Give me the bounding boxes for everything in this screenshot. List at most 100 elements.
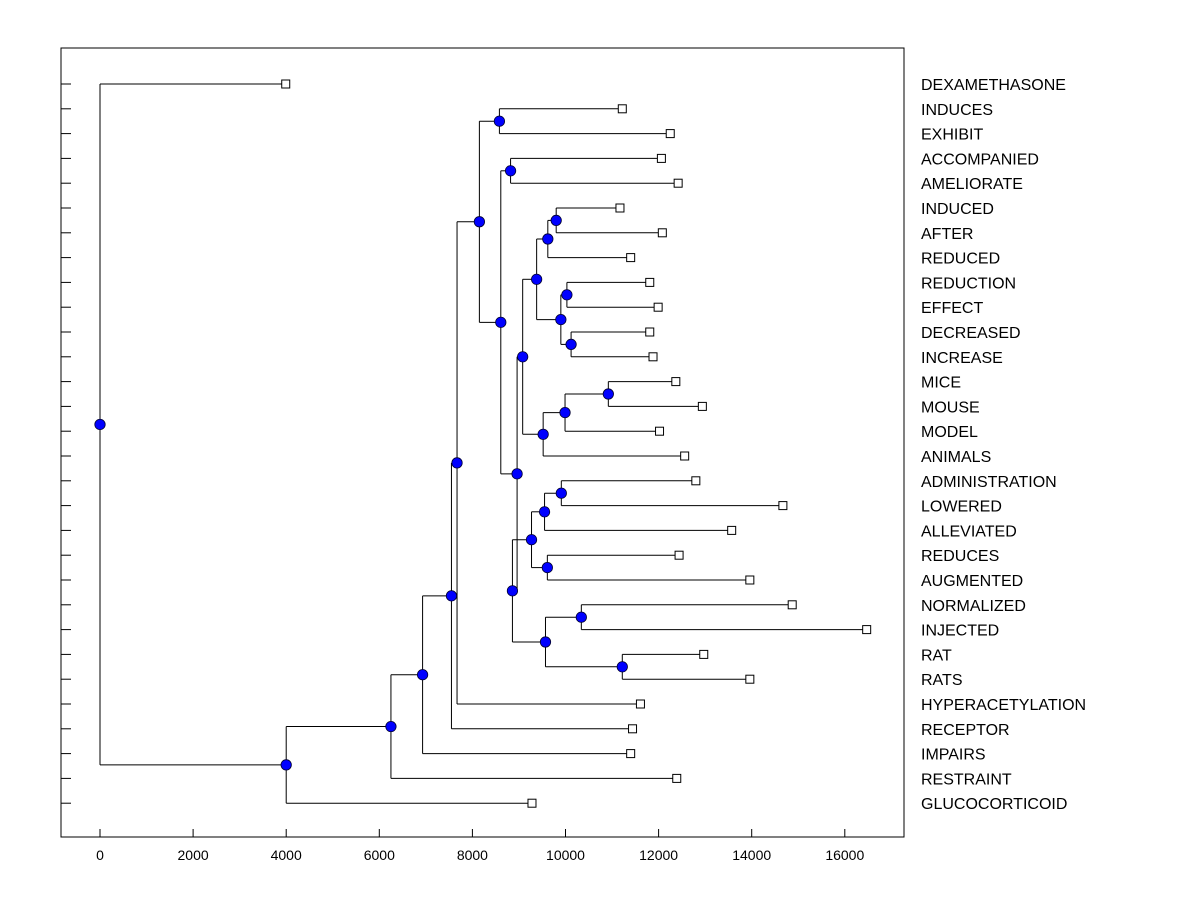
leaf-marker <box>656 153 666 163</box>
merge-node <box>493 115 505 127</box>
links-layer <box>99 83 867 804</box>
leaf-marker <box>680 451 690 461</box>
x-tick-label: 0 <box>96 847 104 863</box>
leaf-marker <box>778 501 788 511</box>
merge-node <box>525 534 538 546</box>
merge-node <box>495 316 507 328</box>
leaf-marker <box>645 327 655 337</box>
leaf-marker <box>862 625 872 635</box>
leaf-label: MOUSE <box>921 399 980 416</box>
leaf-label: RECEPTOR <box>921 722 1010 739</box>
leaf-label: REDUCTION <box>921 275 1016 292</box>
leaf-marker <box>626 253 636 263</box>
leaf-label: RESTRAINT <box>921 771 1012 788</box>
leaf-marker <box>699 649 709 659</box>
leaf-marker <box>665 129 675 139</box>
merge-node <box>539 636 552 648</box>
merge-node <box>504 165 517 177</box>
leaf-labels-layer: DEXAMETHASONE INDUCES EXHIBIT ACCOMPANIED AM… <box>921 77 1086 813</box>
merge-node <box>555 313 567 326</box>
leaf-label: REDUCES <box>921 548 999 565</box>
merge-node <box>542 233 554 245</box>
merge-node <box>550 214 562 226</box>
x-tick-label: 4000 <box>271 847 302 863</box>
leaf-label: AUGMENTED <box>921 573 1023 590</box>
leaf-label: DEXAMETHASONE <box>921 77 1066 94</box>
leaf-marker <box>617 104 627 114</box>
leaf-marker <box>691 476 701 486</box>
x-tick-label: 12000 <box>639 847 678 863</box>
leaf-label: INJECTED <box>921 623 999 640</box>
merge-node <box>561 289 573 301</box>
x-tick-label: 16000 <box>825 847 864 863</box>
merge-node <box>531 273 543 285</box>
leaf-label: INDUCES <box>921 102 993 119</box>
merge-node <box>280 759 292 771</box>
leaf-label: ACCOMPANIED <box>921 151 1039 168</box>
leaf-marker <box>527 798 537 808</box>
leaf-marker <box>635 699 645 709</box>
merge-node <box>473 216 485 228</box>
leaf-label: DECREASED <box>921 325 1021 342</box>
x-tick-label: 14000 <box>732 847 771 863</box>
merge-node <box>385 720 397 733</box>
leaf-marker <box>673 178 683 188</box>
leaf-marker <box>648 352 658 362</box>
merge-node <box>565 338 577 350</box>
leaf-marker <box>727 525 737 535</box>
x-tick-label: 2000 <box>178 847 209 863</box>
leaf-label: MICE <box>921 375 961 392</box>
leaf-marker <box>615 203 625 213</box>
leaf-label: EFFECT <box>921 300 983 317</box>
merge-node <box>537 428 549 440</box>
leaf-label: AFTER <box>921 226 973 243</box>
leaf-marker <box>672 773 682 783</box>
merge-node <box>541 561 553 574</box>
leaf-marker <box>626 749 636 759</box>
leaf-label: ALLEVIATED <box>921 523 1017 540</box>
leaf-marker <box>645 277 655 287</box>
leaf-marker <box>628 724 638 734</box>
leaf-marker <box>657 228 667 238</box>
merge-node <box>445 590 458 602</box>
leaf-marker <box>674 550 684 560</box>
y-ticks-layer <box>61 83 71 804</box>
merge-node <box>555 487 567 499</box>
leaf-label: INDUCED <box>921 201 994 218</box>
leaf-label: GLUCOCORTICOID <box>921 796 1067 813</box>
x-tick-label: 10000 <box>546 847 585 863</box>
leaf-marker <box>745 575 755 585</box>
leaf-label: IMPAIRS <box>921 747 986 764</box>
merge-node <box>94 418 106 431</box>
merge-node <box>559 406 571 419</box>
leaf-label: ADMINISTRATION <box>921 474 1057 491</box>
merge-node <box>451 457 463 469</box>
x-tick-label: 8000 <box>457 847 488 863</box>
leaf-label: NORMALIZED <box>921 598 1026 615</box>
merge-node <box>517 351 529 363</box>
leaf-label: EXHIBIT <box>921 127 983 144</box>
leaf-marker <box>281 79 291 89</box>
leaf-marker <box>655 426 665 436</box>
x-axis: 0 2000 4000 6000 8000 10000 12000 14000 16000 <box>96 829 864 863</box>
leaf-marker <box>697 401 707 411</box>
leaf-marker <box>653 302 663 312</box>
leaf-label: RATS <box>921 672 962 689</box>
merge-node <box>602 388 614 400</box>
leaf-label: REDUCED <box>921 251 1000 268</box>
leaf-marker <box>787 600 797 610</box>
leaf-label: AMELIORATE <box>921 176 1023 193</box>
plot-frame <box>60 47 905 838</box>
leaf-label: HYPERACETYLATION <box>921 697 1086 714</box>
merge-node <box>538 506 551 518</box>
leaf-label: INCREASE <box>921 350 1003 367</box>
merge-node <box>511 468 523 480</box>
merge-nodes-layer <box>94 115 628 771</box>
leaf-marker <box>745 674 755 684</box>
leaf-marker <box>671 377 681 387</box>
merge-node <box>616 661 628 673</box>
leaf-label: ANIMALS <box>921 449 991 466</box>
leaf-label: RAT <box>921 647 952 664</box>
merge-node <box>416 669 429 681</box>
